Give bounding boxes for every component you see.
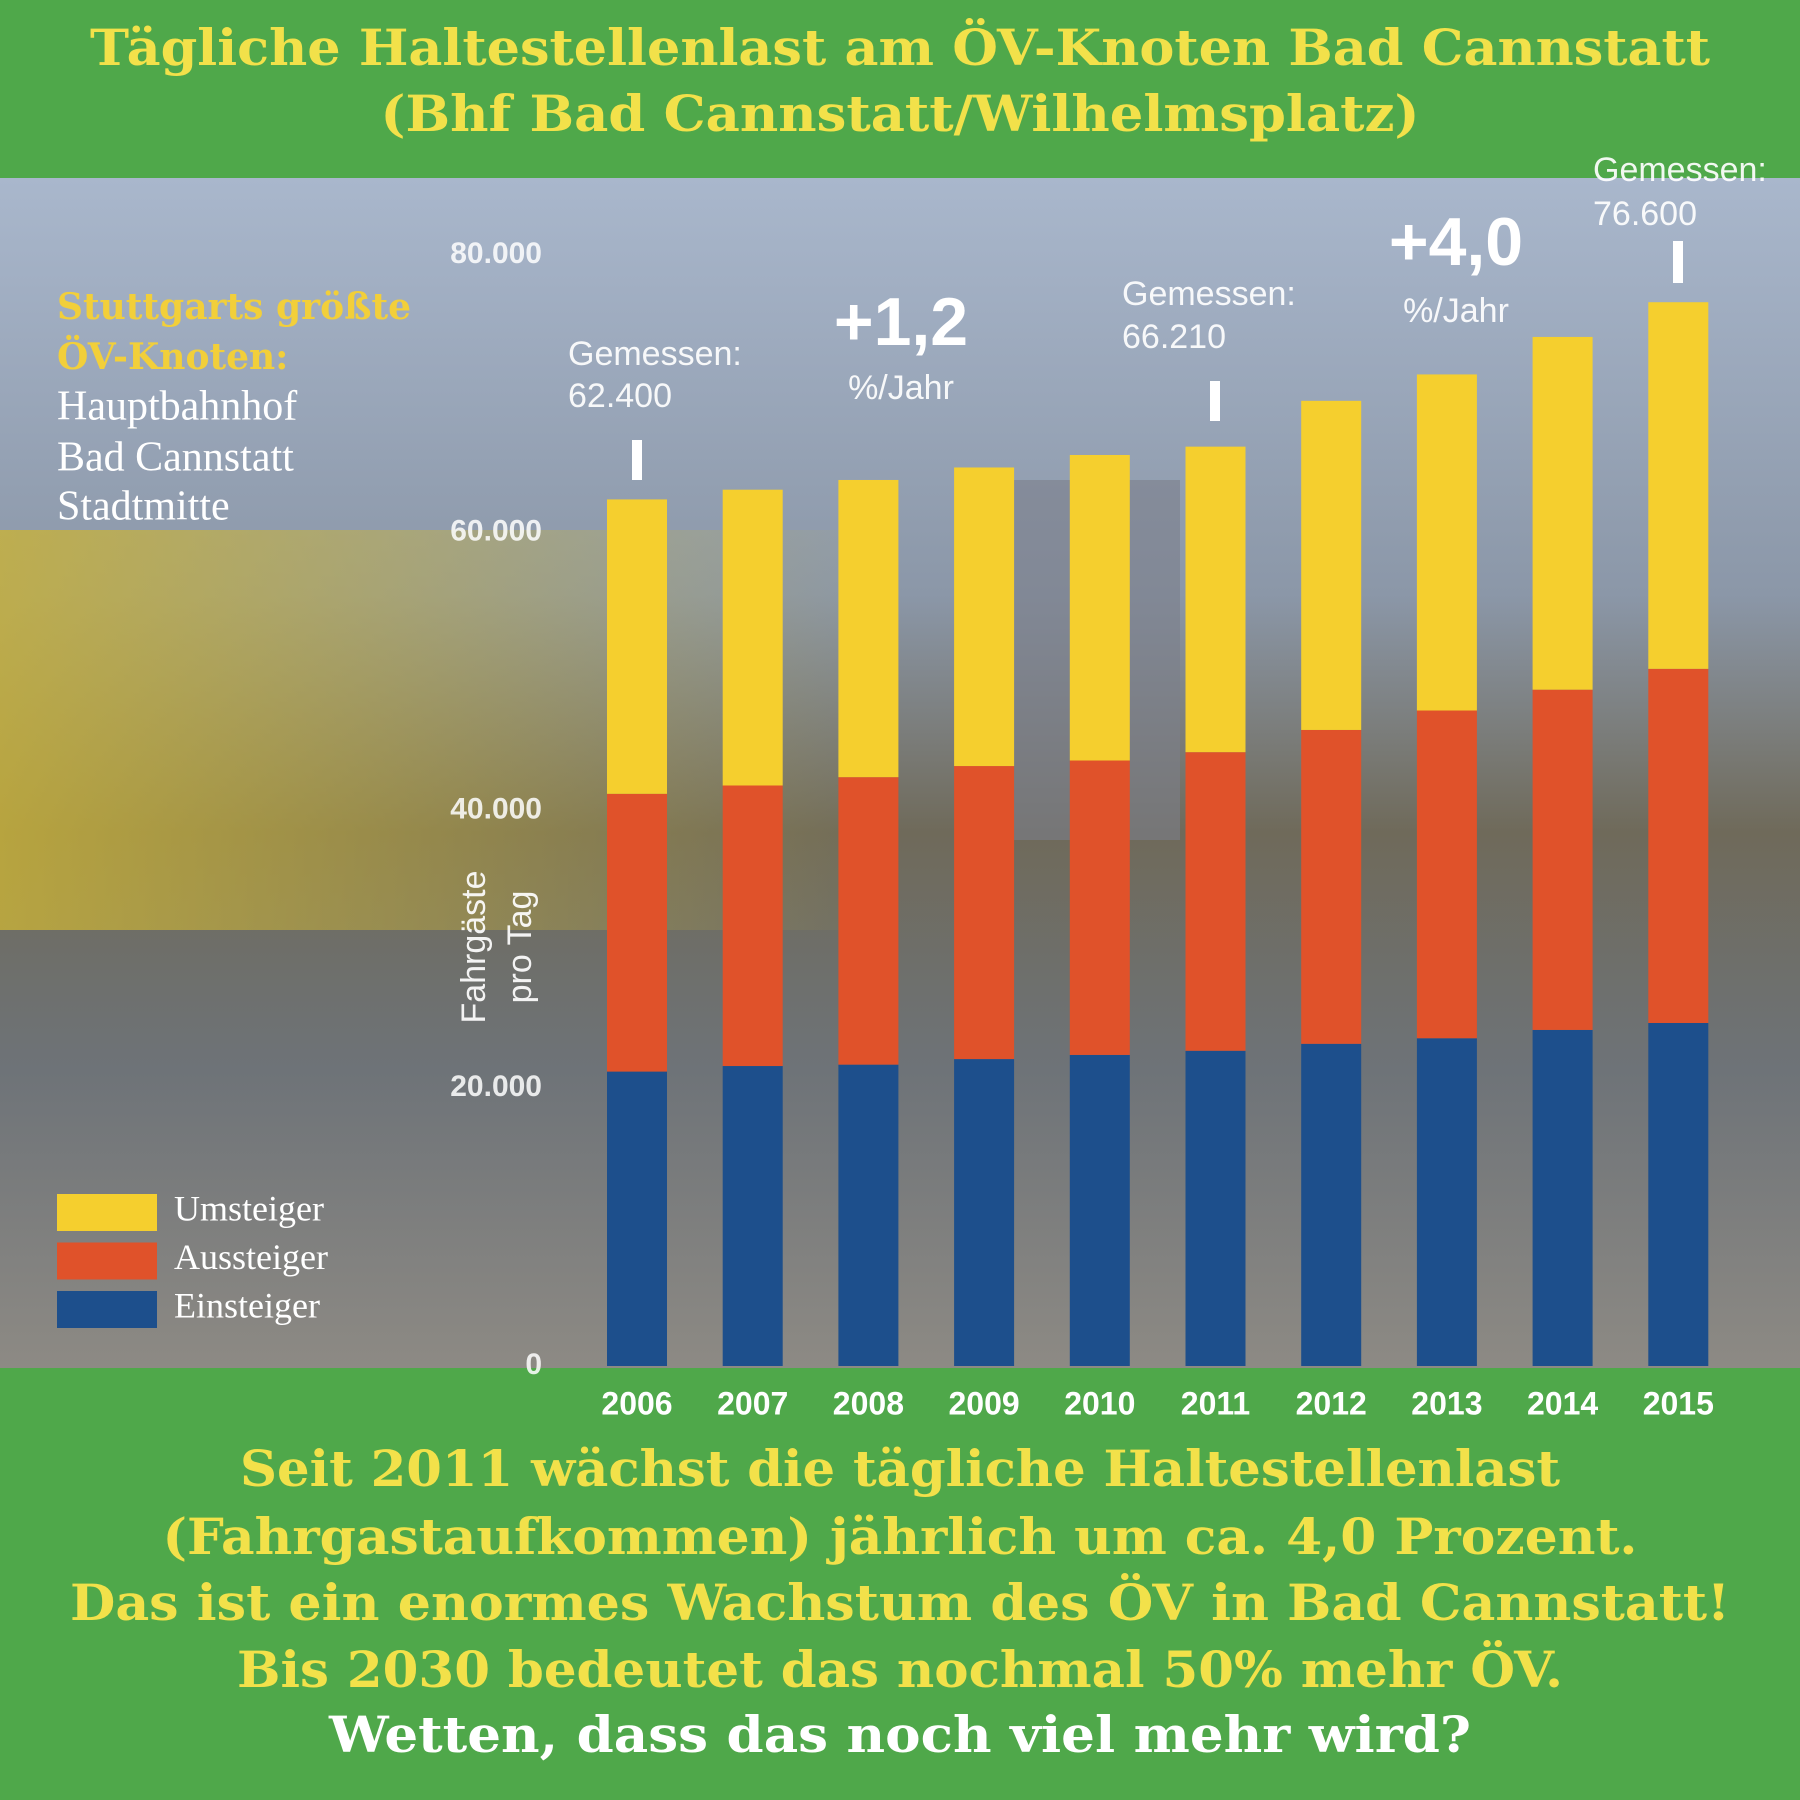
bar-segment — [1185, 1050, 1246, 1366]
bar-segment — [1532, 1029, 1593, 1366]
annotation: Gemessen: — [1122, 275, 1296, 313]
bar-segment — [1069, 454, 1130, 761]
bar-segment — [722, 489, 783, 786]
bar-segment — [954, 1059, 1015, 1366]
bar-segment — [1532, 336, 1593, 690]
measure-marker — [1210, 381, 1220, 421]
growth-unit: %/Jahr — [1403, 292, 1509, 330]
bar-segment — [954, 766, 1015, 1060]
side-heading: Stuttgarts größte — [57, 286, 411, 328]
legend-swatch — [57, 1291, 157, 1328]
annotation: Gemessen: — [1593, 151, 1767, 189]
bar-segment — [722, 785, 783, 1067]
bar-segment — [1185, 752, 1246, 1051]
legend-label: Aussteiger — [174, 1237, 328, 1277]
bar-segment — [1416, 374, 1477, 711]
y-tick-label: 40.000 — [450, 792, 542, 825]
bar-segment — [838, 479, 899, 778]
annotation: Gemessen: — [568, 335, 742, 373]
title: Tägliche Haltestellenlast am ÖV-Knoten B… — [90, 17, 1710, 77]
bar-segment — [722, 1066, 783, 1366]
bar-segment — [607, 499, 667, 794]
x-tick-label: 2015 — [1643, 1385, 1714, 1421]
footer-line: Das ist ein enormes Wachstum des ÖV in B… — [70, 1572, 1730, 1632]
y-axis-label: Fahrgäste — [455, 870, 493, 1023]
bar-segment — [1648, 668, 1709, 1023]
y-tick-label: 80.000 — [450, 237, 542, 270]
x-tick-label: 2013 — [1411, 1385, 1482, 1421]
bar-segment — [1416, 1038, 1477, 1366]
annotation: 62.400 — [568, 377, 672, 415]
legend-swatch — [57, 1194, 157, 1231]
x-tick-label: 2008 — [833, 1385, 904, 1421]
y-tick-label: 0 — [525, 1348, 542, 1381]
bar-segment — [1301, 729, 1362, 1044]
bar-segment — [1069, 1054, 1130, 1366]
bar-segment — [1416, 710, 1477, 1039]
bar-segment — [607, 1071, 667, 1366]
x-tick-label: 2011 — [1181, 1385, 1250, 1421]
x-tick-label: 2012 — [1296, 1385, 1367, 1421]
bar-segment — [607, 793, 667, 1072]
growth-unit: %/Jahr — [848, 369, 954, 407]
footer-line: (Fahrgastaufkommen) jährlich um ca. 4,0 … — [163, 1507, 1638, 1566]
y-tick-label: 60.000 — [450, 515, 542, 548]
bar-segment — [1301, 1043, 1362, 1366]
x-tick-label: 2009 — [949, 1385, 1020, 1421]
x-tick-label: 2010 — [1064, 1385, 1135, 1421]
x-tick-label: 2014 — [1527, 1385, 1598, 1421]
side-heading: ÖV-Knoten: — [57, 335, 288, 378]
bar-segment — [1069, 760, 1130, 1055]
x-tick-label: 2007 — [717, 1385, 788, 1421]
bar-segment — [1648, 1022, 1709, 1366]
annotation: 76.600 — [1593, 195, 1697, 233]
bar-segment — [1648, 302, 1709, 669]
measure-marker — [1673, 241, 1683, 283]
x-tick-label: 2006 — [601, 1385, 672, 1421]
bar-segment — [954, 467, 1015, 767]
legend-swatch — [57, 1242, 157, 1280]
footer-line: Bis 2030 bedeutet das nochmal 50% mehr Ö… — [237, 1639, 1563, 1699]
footer-line: Seit 2011 wächst die tägliche Haltestell… — [240, 1439, 1560, 1498]
bar-segment — [1301, 400, 1362, 730]
bar-segment — [1532, 689, 1593, 1030]
side-item: Hauptbahnhof — [57, 384, 297, 430]
bar-segment — [1185, 446, 1246, 753]
growth-rate: +4,0 — [1389, 204, 1523, 280]
legend-label: Umsteiger — [174, 1188, 324, 1228]
side-item: Bad Cannstatt — [57, 435, 294, 481]
measure-marker — [632, 440, 642, 480]
footer-line: Wetten, dass das noch viel mehr wird? — [328, 1705, 1471, 1764]
side-item: Stadtmitte — [57, 484, 230, 530]
y-tick-label: 20.000 — [450, 1070, 542, 1103]
bar-segment — [838, 1064, 899, 1366]
growth-rate: +1,2 — [834, 284, 968, 360]
legend-label: Einsteiger — [174, 1285, 320, 1325]
bar-segment — [838, 777, 899, 1065]
title: (Bhf Bad Cannstatt/Wilhelmsplatz) — [381, 84, 1420, 143]
y-axis-label: pro Tag — [501, 891, 539, 1004]
annotation: 66.210 — [1122, 318, 1226, 356]
